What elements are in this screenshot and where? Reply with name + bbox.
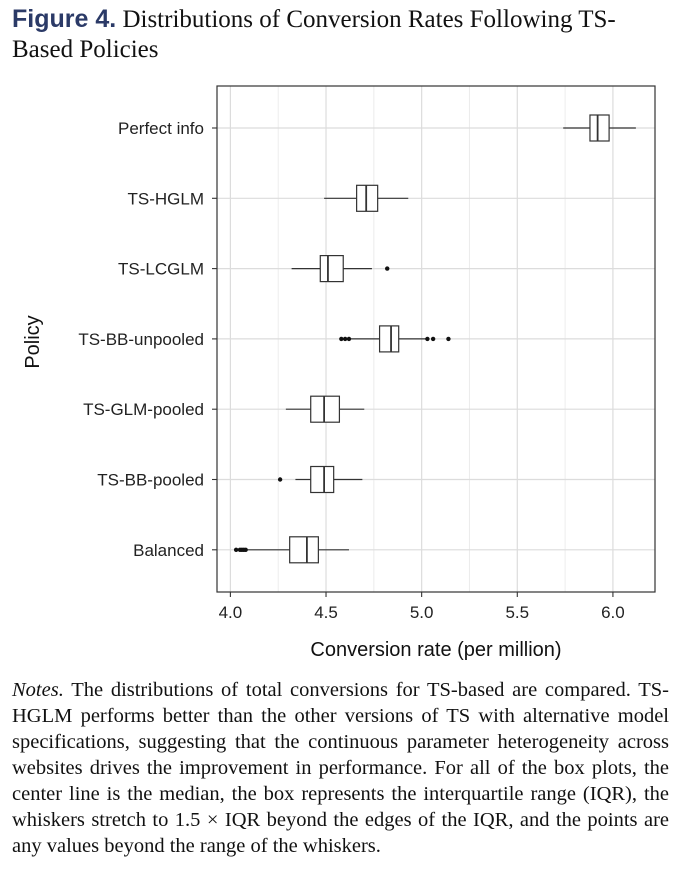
figure-title-text: Distributions of Conversion Rates Follow… <box>12 6 616 63</box>
box-ts-bb-pooled <box>310 465 335 494</box>
y-tick-label: TS-HGLM <box>128 189 205 208</box>
figure-label: Figure 4. <box>12 5 117 33</box>
x-tick-label: 6.0 <box>601 603 625 622</box>
y-tick-label: Balanced <box>133 541 204 560</box>
x-axis-title: Conversion rate (per million) <box>310 639 561 661</box>
box-ts-lcglm <box>319 255 344 283</box>
y-axis-title: Policy <box>22 315 44 368</box>
box-ts-glm-pooled <box>310 395 341 423</box>
figure-title: Figure 4. Distributions of Conversion Ra… <box>12 4 662 65</box>
outlier-point <box>346 336 352 342</box>
outlier-point <box>233 547 239 552</box>
figure-notes: Notes. The distributions of total conver… <box>12 677 669 859</box>
x-tick-label: 4.0 <box>219 603 243 622</box>
y-tick-label: TS-LCGLM <box>118 260 204 279</box>
y-tick-label: Perfect info <box>118 119 204 138</box>
y-tick-label: TS-GLM-pooled <box>83 400 204 419</box>
outlier-point <box>446 336 451 342</box>
box-ts-hglm <box>356 184 379 212</box>
box-ts-bb-unpooled <box>378 325 400 353</box>
outlier-point <box>430 336 436 342</box>
x-tick-label: 5.0 <box>410 603 434 622</box>
outlier-point <box>243 547 248 552</box>
box-balanced <box>289 536 319 564</box>
y-tick-label: TS-BB-pooled <box>97 471 204 490</box>
outlier-point <box>339 336 344 342</box>
notes-label: Notes. <box>12 679 64 701</box>
x-tick-label: 5.5 <box>505 603 529 622</box>
outlier-point <box>385 266 390 271</box>
y-tick-label: TS-BB-unpooled <box>78 330 204 349</box>
outlier-point <box>425 336 430 342</box>
x-tick-label: 4.5 <box>314 603 338 622</box>
outlier-point <box>342 336 348 342</box>
notes-text: The distributions of total conversions f… <box>12 679 669 857</box>
box-perfect-info <box>589 114 610 142</box>
outlier-point <box>277 477 283 482</box>
